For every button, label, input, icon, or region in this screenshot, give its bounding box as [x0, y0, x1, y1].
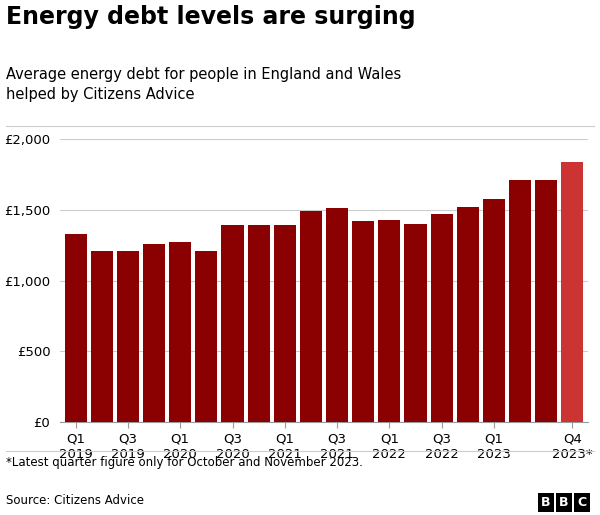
Bar — [326, 209, 348, 422]
Bar — [195, 251, 217, 422]
Bar — [65, 234, 87, 422]
Bar — [143, 244, 165, 422]
Bar — [457, 207, 479, 422]
Text: Average energy debt for people in England and Wales
helped by Citizens Advice: Average energy debt for people in Englan… — [6, 67, 401, 102]
Bar — [352, 221, 374, 422]
Bar — [300, 211, 322, 422]
Text: B: B — [541, 495, 551, 509]
Bar — [378, 220, 400, 422]
Text: C: C — [577, 495, 587, 509]
Bar — [561, 162, 583, 422]
Text: Source: Citizens Advice: Source: Citizens Advice — [6, 494, 144, 507]
Bar — [431, 214, 453, 422]
Bar — [274, 226, 296, 422]
Bar — [509, 180, 531, 422]
Bar — [91, 251, 113, 422]
Text: *Latest quarter figure only for October and November 2023.: *Latest quarter figure only for October … — [6, 456, 363, 469]
Bar — [483, 198, 505, 422]
Text: Energy debt levels are surging: Energy debt levels are surging — [6, 5, 416, 29]
Bar — [221, 226, 244, 422]
Bar — [117, 251, 139, 422]
Bar — [169, 243, 191, 422]
Bar — [248, 226, 270, 422]
Bar — [404, 224, 427, 422]
Bar — [535, 180, 557, 422]
Text: B: B — [559, 495, 569, 509]
